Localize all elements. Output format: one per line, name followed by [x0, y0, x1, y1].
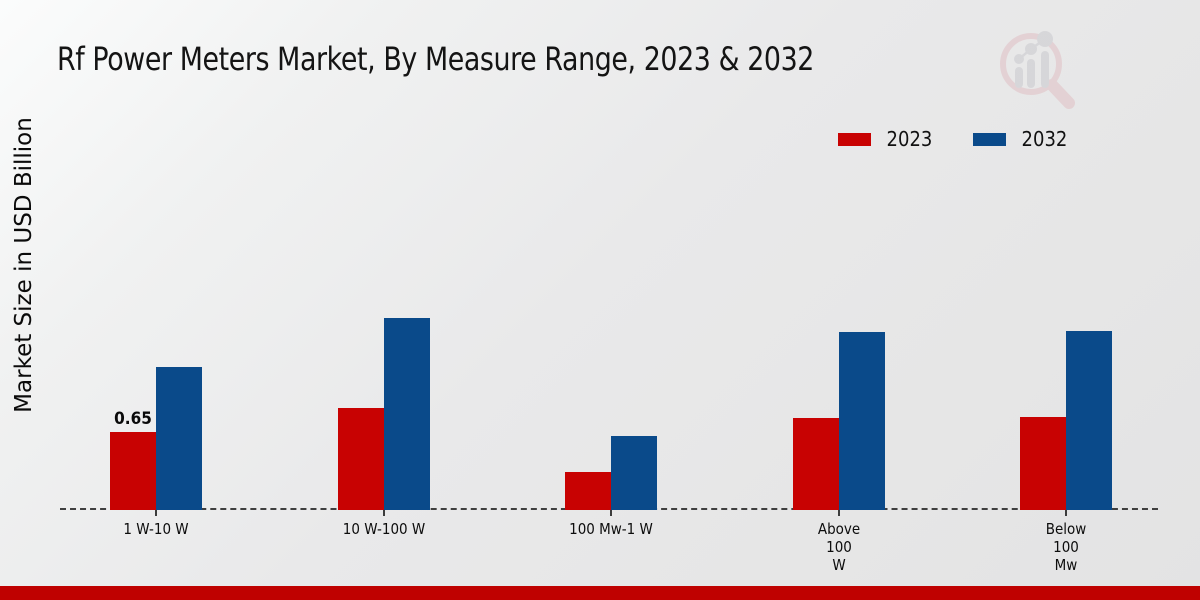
chart-title: Rf Power Meters Market, By Measure Range… — [57, 40, 814, 78]
category-label: Below 100 Mw — [1045, 520, 1087, 574]
legend-swatch-2023-icon — [838, 132, 871, 146]
legend-swatch-2032-icon — [972, 132, 1006, 146]
magnifier-bar-chart-logo-icon — [1000, 31, 1075, 109]
legend-label-2032: 2032 — [1021, 127, 1068, 151]
legend-item-2032: 2032 — [972, 127, 1070, 151]
category-label: Above 100 W — [817, 520, 860, 574]
legend-item-2023: 2023 — [838, 127, 935, 151]
category-label: 100 Mw-1 W — [569, 520, 653, 538]
category-label: 1 W-10 W — [123, 520, 189, 538]
legend-label-2023: 2023 — [886, 127, 933, 151]
bar-2032-category-1 — [383, 318, 430, 510]
bar-2023-category-2 — [565, 472, 611, 510]
x-axis-tick — [382, 510, 385, 516]
bar-2032-category-4 — [1066, 331, 1112, 510]
y-axis-label: Market Size in USD Billion — [11, 117, 37, 413]
x-axis-tick — [1065, 510, 1067, 516]
x-axis-tick — [155, 510, 157, 516]
x-axis-tick — [610, 510, 612, 516]
bar-2023-category-0 — [110, 432, 156, 510]
bar-2032-category-2 — [611, 436, 657, 510]
category-label: 10 W-100 W — [342, 520, 425, 538]
bar-2032-category-3 — [838, 332, 885, 510]
bar-2032-category-0 — [156, 367, 202, 510]
bar-2023-category-3 — [792, 418, 839, 510]
footer-accent-bar — [0, 586, 1200, 600]
x-axis-tick — [837, 510, 840, 516]
bar-2023-category-1 — [337, 408, 384, 510]
legend: 2023 2032 — [838, 127, 1070, 151]
bar-2023-category-4 — [1020, 417, 1066, 510]
bar-value-label: 0.65 — [114, 409, 152, 429]
